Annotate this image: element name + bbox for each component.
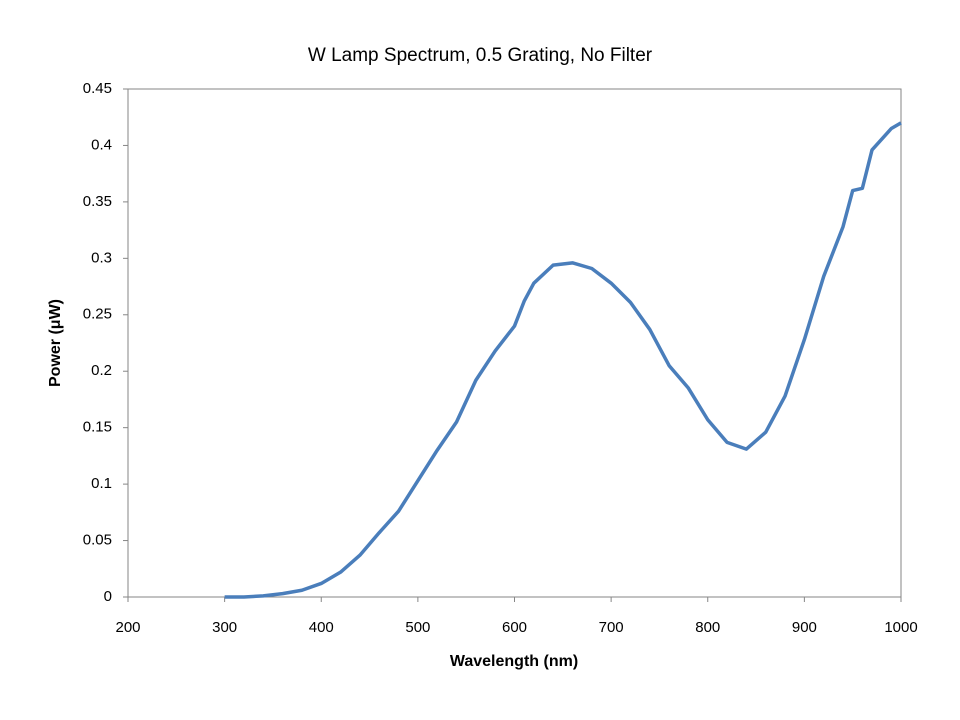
y-tick-label: 0 bbox=[104, 588, 112, 605]
chart-title: W Lamp Spectrum, 0.5 Grating, No Filter bbox=[308, 45, 653, 66]
y-tick-label: 0.45 bbox=[83, 80, 112, 97]
y-tick-label: 0.3 bbox=[91, 249, 112, 266]
x-tick-label: 500 bbox=[405, 619, 430, 636]
y-tick-label: 0.4 bbox=[91, 136, 112, 153]
y-tick-label: 0.25 bbox=[83, 306, 112, 323]
x-tick-label: 700 bbox=[599, 619, 624, 636]
x-axis-title: Wavelength (nm) bbox=[450, 653, 578, 670]
y-tick-label: 0.1 bbox=[91, 475, 112, 492]
x-tick-label: 200 bbox=[115, 619, 140, 636]
x-tick-label: 600 bbox=[502, 619, 527, 636]
x-tick-label: 300 bbox=[212, 619, 237, 636]
x-tick-label: 400 bbox=[309, 619, 334, 636]
y-tick-label: 0.15 bbox=[83, 419, 112, 436]
x-tick-label: 900 bbox=[792, 619, 817, 636]
y-tick-label: 0.35 bbox=[83, 193, 112, 210]
y-axis-title: Power (μW) bbox=[47, 299, 64, 387]
x-tick-label: 800 bbox=[695, 619, 720, 636]
y-tick-label: 0.05 bbox=[83, 532, 112, 549]
x-tick-label: 1000 bbox=[884, 619, 917, 636]
y-tick-label: 0.2 bbox=[91, 362, 112, 379]
data-line bbox=[224, 121, 902, 599]
